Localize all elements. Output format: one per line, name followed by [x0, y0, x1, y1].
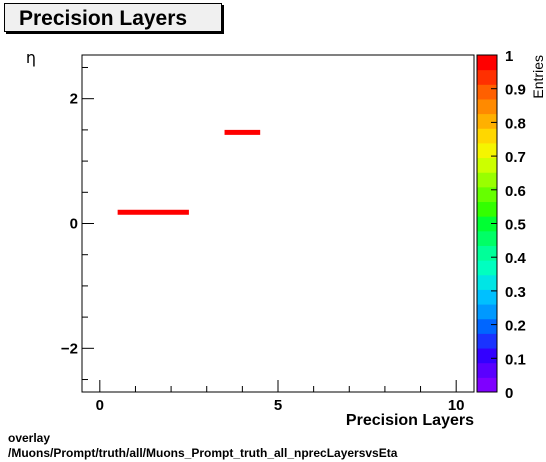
- colorbar-swatch-9: [477, 245, 497, 261]
- y-axis: −2 0 2: [61, 66, 94, 381]
- colorbar-tick-label-10: 1: [505, 48, 513, 65]
- colorbar-swatch-14: [477, 172, 497, 188]
- colorbar-tick-label-3: 0.3: [505, 284, 526, 301]
- colorbar-swatch-11: [477, 216, 497, 232]
- y-tick-label-2: 2: [70, 91, 78, 108]
- colorbar-swatch-3: [477, 333, 497, 349]
- plot-title: Precision Layers: [19, 7, 188, 30]
- colorbar-swatch-16: [477, 142, 497, 159]
- plot-area: [81, 54, 475, 393]
- colorbar-swatch-17: [477, 128, 497, 144]
- x-tick-label-10: 10: [448, 397, 465, 414]
- colorbar-swatch-2: [477, 348, 497, 364]
- y-tick-label--2: −2: [61, 340, 78, 357]
- x-tick-label-0: 0: [96, 397, 104, 414]
- y-axis-label: η: [26, 48, 36, 67]
- colorbar-swatch-4: [477, 318, 497, 334]
- colorbar-tick-label-7: 0.7: [505, 149, 526, 166]
- colorbar-swatch-19: [477, 98, 497, 115]
- bins-layer: [117, 129, 261, 215]
- colorbar-swatch-21: [477, 69, 497, 85]
- colorbar-tick-label-5: 0.5: [505, 217, 526, 234]
- colorbar-swatch-0: [477, 377, 497, 393]
- colorbar-tick-label-1: 0.1: [505, 351, 526, 368]
- colorbar-swatch-15: [477, 157, 497, 173]
- colorbar-swatch-13: [477, 186, 497, 203]
- colorbar-tick-label-8: 0.8: [505, 115, 526, 132]
- colorbar-swatch-10: [477, 230, 497, 246]
- plot-frame: [81, 54, 475, 393]
- bin-0: [117, 209, 189, 215]
- x-tick-label-5: 5: [274, 397, 282, 414]
- colorbar-tick-label-9: 0.9: [505, 82, 526, 99]
- colorbar-swatch-5: [477, 304, 497, 320]
- colorbar-label: Entries: [530, 55, 546, 99]
- colorbar-tick-label-4: 0.4: [505, 250, 527, 267]
- colorbar-swatch-8: [477, 260, 497, 276]
- colorbar-swatch-12: [477, 201, 497, 217]
- caption-line-2: /Muons/Prompt/truth/all/Muons_Prompt_tru…: [8, 446, 398, 460]
- x-axis-label: Precision Layers: [346, 412, 474, 429]
- color-bar: 0 0.1 0.2 0.3 0.4 0.5 0.6 0.7 0.8 0.9 1: [476, 48, 527, 402]
- colorbar-tick-label-6: 0.6: [505, 183, 526, 200]
- x-axis: 0 5 10: [96, 380, 465, 414]
- colorbar-swatch-6: [477, 289, 497, 305]
- caption-line-1: overlay: [8, 431, 51, 445]
- colorbar-tick-label-2: 0.2: [505, 318, 526, 335]
- title-box: Precision Layers: [4, 3, 222, 32]
- y-tick-label-0: 0: [70, 216, 78, 233]
- colorbar-tick-label-0: 0: [505, 385, 513, 402]
- colorbar-swatch-20: [477, 84, 497, 100]
- bin-1: [224, 129, 261, 135]
- colorbar-swatch-18: [477, 113, 497, 129]
- colorbar-swatch-1: [477, 362, 497, 378]
- colorbar-swatch-22: [477, 55, 497, 71]
- colorbar-swatch-7: [477, 274, 497, 290]
